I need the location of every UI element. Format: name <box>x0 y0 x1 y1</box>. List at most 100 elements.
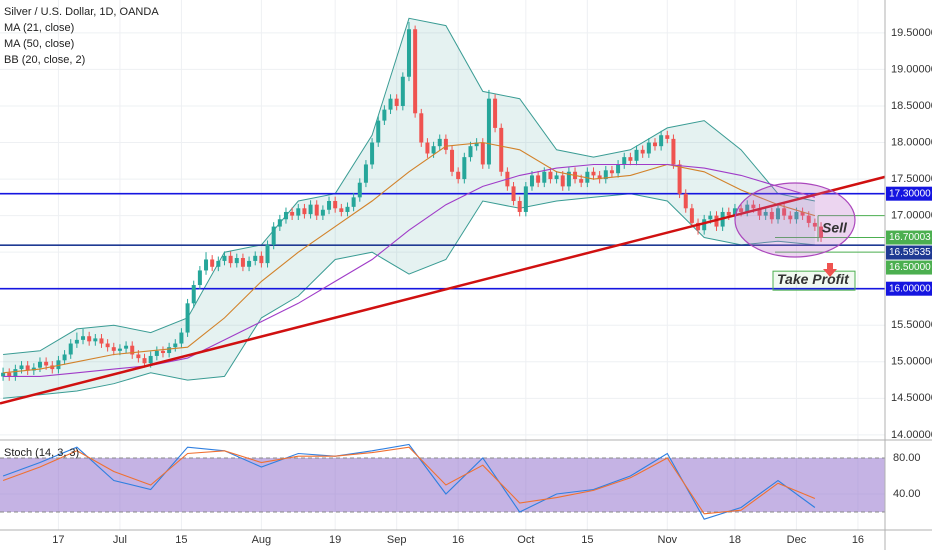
y-tick-label: 19.00000 <box>891 63 932 75</box>
candle-body <box>283 211 288 220</box>
bb-line <box>3 193 815 399</box>
candle-body <box>486 98 491 165</box>
candle-body <box>652 142 657 147</box>
x-tick-label: Nov <box>658 534 678 546</box>
candle-body <box>536 175 541 183</box>
price-label: 17.30000 <box>889 188 931 199</box>
candle-body <box>50 365 55 370</box>
x-tick-label: 18 <box>729 534 741 546</box>
candle-body <box>296 208 301 216</box>
candle-body <box>689 208 694 223</box>
candle-body <box>591 171 596 176</box>
candle-body <box>290 211 295 216</box>
x-tick-label: Oct <box>517 534 534 546</box>
candle-body <box>253 255 258 261</box>
candle-body <box>529 175 534 187</box>
candle-body <box>197 270 202 286</box>
labels: Silver / U.S. Dollar, 1D, OANDA MA (21, … <box>4 6 932 546</box>
candle-body <box>523 186 528 212</box>
candle-body <box>99 338 104 344</box>
y2-tick-label: 80.00 <box>893 452 921 464</box>
y-tick-label: 15.00000 <box>891 356 932 368</box>
candle-body <box>320 209 325 216</box>
candle-body <box>443 138 448 150</box>
candle-body <box>124 345 129 349</box>
candle-body <box>622 157 627 165</box>
candle-body <box>406 29 411 77</box>
candle-body <box>210 259 215 267</box>
candle-body <box>363 164 368 183</box>
candle-body <box>659 135 664 147</box>
y-tick-label: 18.00000 <box>891 136 932 148</box>
candle-body <box>628 157 633 161</box>
y-tick-label: 18.50000 <box>891 100 932 112</box>
candle-body <box>431 146 436 154</box>
candle-body <box>191 285 196 304</box>
annotation: Take Profit <box>777 271 850 287</box>
price-label-box <box>886 230 932 245</box>
candle-body <box>314 204 319 216</box>
candle-body <box>671 138 676 165</box>
legend-entry: MA (50, close) <box>4 38 74 50</box>
candle-body <box>62 354 67 361</box>
candle-body <box>726 211 731 216</box>
candle-body <box>173 343 178 348</box>
y2-tick-label: 40.00 <box>893 488 921 500</box>
candle-body <box>775 208 780 220</box>
y-tick-label: 17.00000 <box>891 210 932 222</box>
stoch-band <box>0 458 885 512</box>
candle-body <box>37 361 42 368</box>
candle-body <box>167 347 172 354</box>
y-tick-label: 15.50000 <box>891 319 932 331</box>
candle-body <box>179 332 184 344</box>
candle-body <box>185 303 190 333</box>
x-tick-label: 19 <box>329 534 341 546</box>
candle-body <box>468 146 473 158</box>
annotation: Sell <box>822 219 848 235</box>
down-arrow <box>823 263 837 277</box>
price-label-box <box>886 260 932 275</box>
candle-body <box>819 226 824 238</box>
candle-body <box>1 372 6 377</box>
candle-body <box>222 255 227 261</box>
candle-body <box>739 208 744 212</box>
candle-body <box>388 98 393 110</box>
stoch-line <box>2 446 816 515</box>
ma-line <box>3 141 816 374</box>
candle-body <box>609 170 614 174</box>
candle-body <box>646 142 651 154</box>
candle-body <box>585 171 590 183</box>
candle-body <box>450 149 455 172</box>
candle-body <box>370 142 375 165</box>
candle-body <box>548 171 553 180</box>
x-tick-label: 16 <box>852 534 864 546</box>
candle-body <box>56 360 61 370</box>
candle-body <box>376 120 381 143</box>
candle-body <box>566 171 571 187</box>
candle-body <box>499 127 504 172</box>
candle-body <box>763 211 768 216</box>
highlight-ellipse <box>734 182 856 258</box>
candle-body <box>308 204 313 215</box>
chart-title: Silver / U.S. Dollar, 1D, OANDA <box>4 6 159 18</box>
stoch-line <box>2 443 816 520</box>
candle-body <box>517 200 522 212</box>
candle-body <box>708 215 713 220</box>
candle-body <box>394 98 399 106</box>
candle-body <box>640 149 645 154</box>
candle-body <box>44 361 49 366</box>
x-tick-label: Sep <box>387 534 407 546</box>
candle-body <box>302 208 307 215</box>
candle-body <box>351 197 356 207</box>
candle-body <box>234 258 239 264</box>
candle-body <box>757 208 762 216</box>
price-label-box <box>886 281 932 296</box>
y-tick-label: 14.00000 <box>891 429 932 441</box>
price-label: 16.50000 <box>889 262 931 273</box>
candle-body <box>160 350 165 354</box>
candle-body <box>117 348 122 351</box>
price-label-box <box>886 245 932 260</box>
candle-body <box>603 170 608 180</box>
